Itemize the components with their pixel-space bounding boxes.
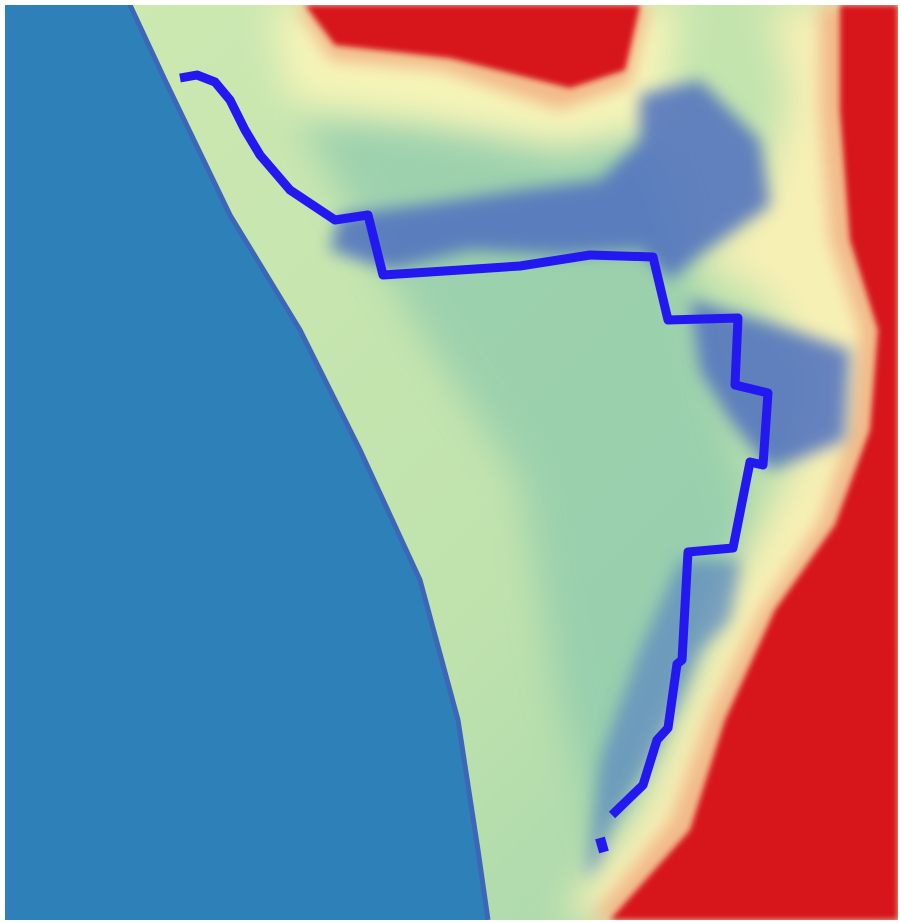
page bbox=[0, 0, 901, 923]
route-segment bbox=[600, 838, 604, 852]
raster bbox=[5, 5, 898, 920]
elevation-map bbox=[0, 0, 901, 923]
